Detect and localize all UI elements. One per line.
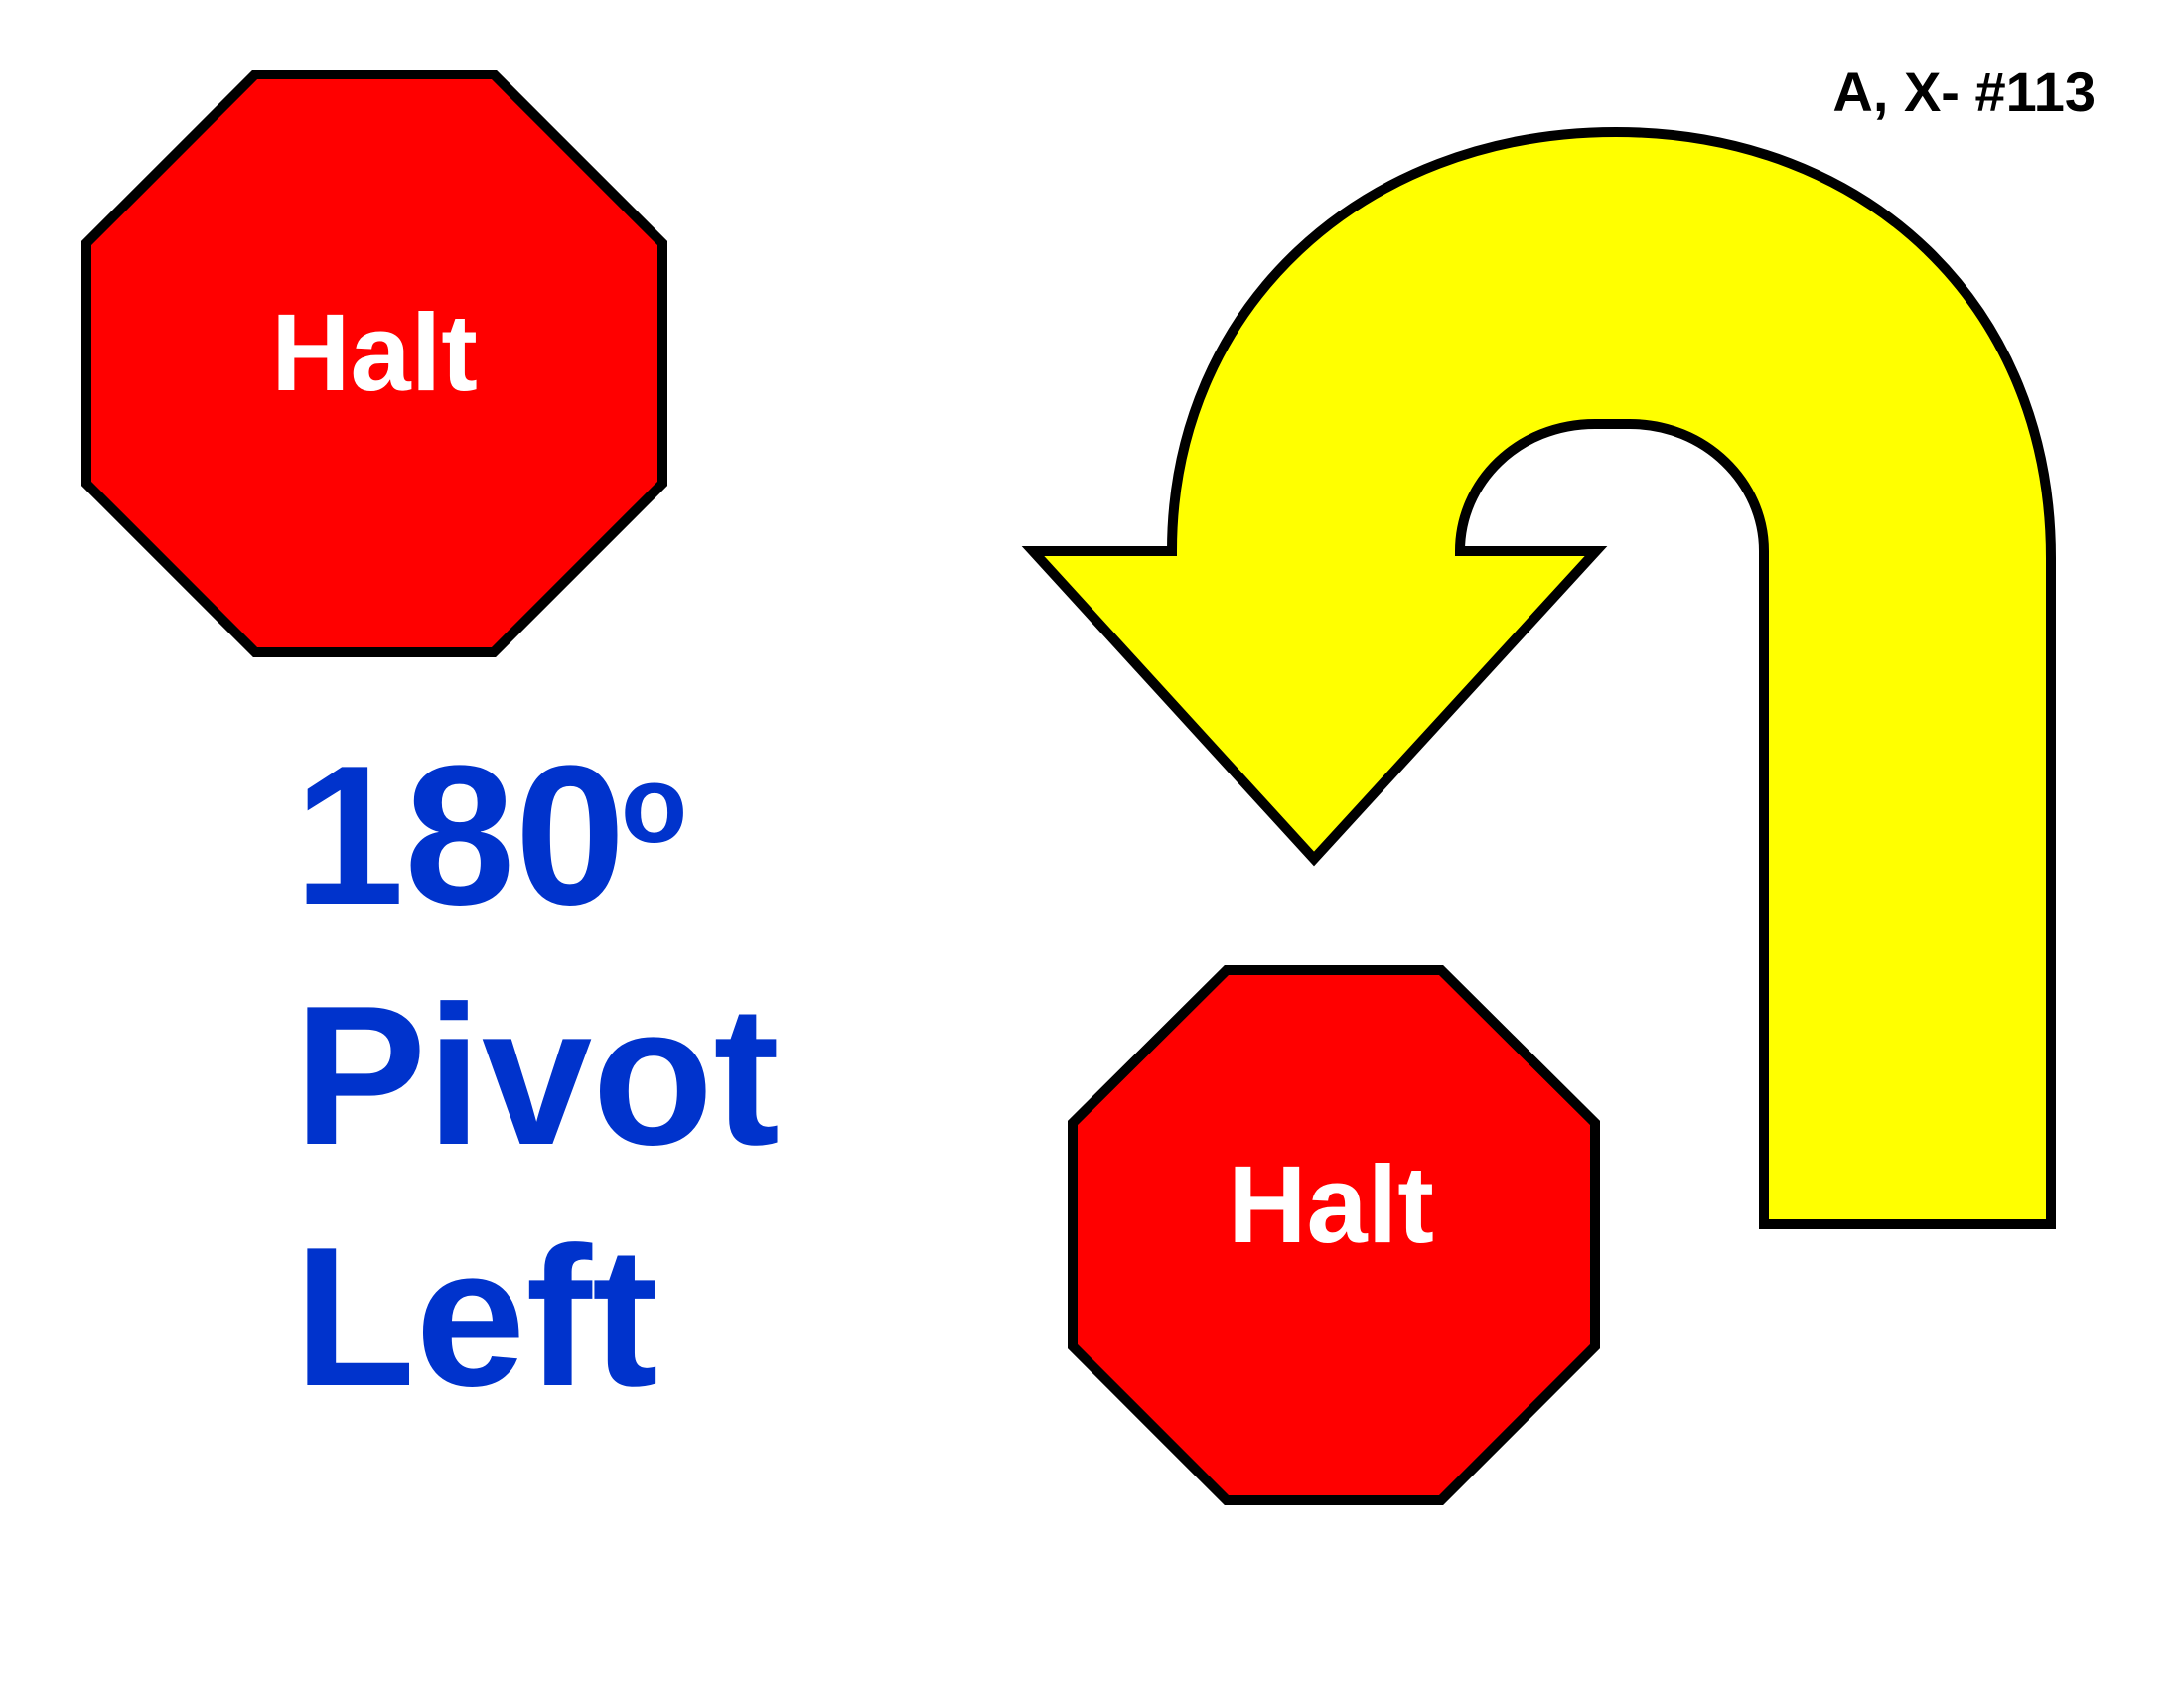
halt-label-top: Halt — [271, 292, 478, 414]
halt-label-bottom: Halt — [1228, 1144, 1434, 1266]
halt-sign-top: Halt — [81, 70, 667, 657]
octagon-stop-icon — [1068, 965, 1600, 1505]
sign-title: 180 o Pivot Left — [294, 725, 780, 1428]
title-angle: 180 — [294, 725, 626, 946]
halt-sign-bottom: Halt — [1068, 965, 1600, 1505]
sign-id-label: A, X- #113 — [1832, 61, 2096, 123]
degree-symbol: o — [621, 744, 687, 866]
title-word-left: Left — [294, 1206, 658, 1428]
u-turn-arrow-icon — [1021, 126, 2056, 1229]
title-word-pivot: Pivot — [294, 965, 780, 1187]
octagon-stop-icon — [81, 70, 667, 657]
